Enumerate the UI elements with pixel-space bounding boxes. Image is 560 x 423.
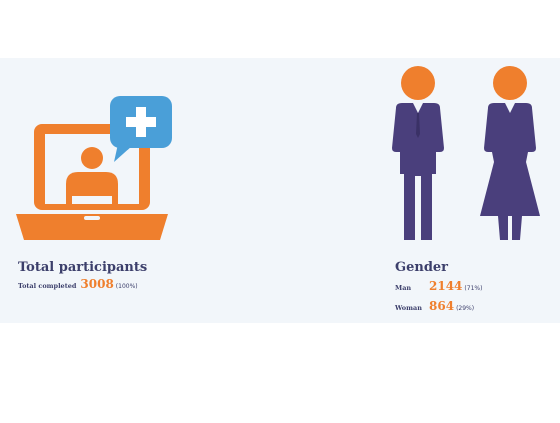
participants-section: Total participants Total completed 3008 … [18,260,147,291]
participants-title: Total participants [18,260,148,275]
telehealth-laptop-icon [16,96,172,240]
gender-value: 2144 [429,279,463,293]
completed-label: Total completed [18,282,77,290]
gender-label: Woman [395,304,422,312]
participants-completed-row: Total completed 3008 (100%) [18,277,147,291]
gender-value: 864 [429,299,455,313]
gender-row-man: Man 2144 (71%) [395,279,482,293]
gender-section: Gender Man 2144 (71%) Woman 864 (29%) [395,260,482,313]
completed-value: 3008 [80,277,114,291]
man-woman-icon [392,66,540,240]
completed-pct: (100%) [115,283,138,290]
gender-pct: (71%) [464,285,483,292]
gender-row-woman: Woman 864 (29%) [395,299,482,313]
gender-pct: (29%) [456,305,475,312]
gender-title: Gender [395,260,449,275]
gender-label: Man [395,284,412,292]
